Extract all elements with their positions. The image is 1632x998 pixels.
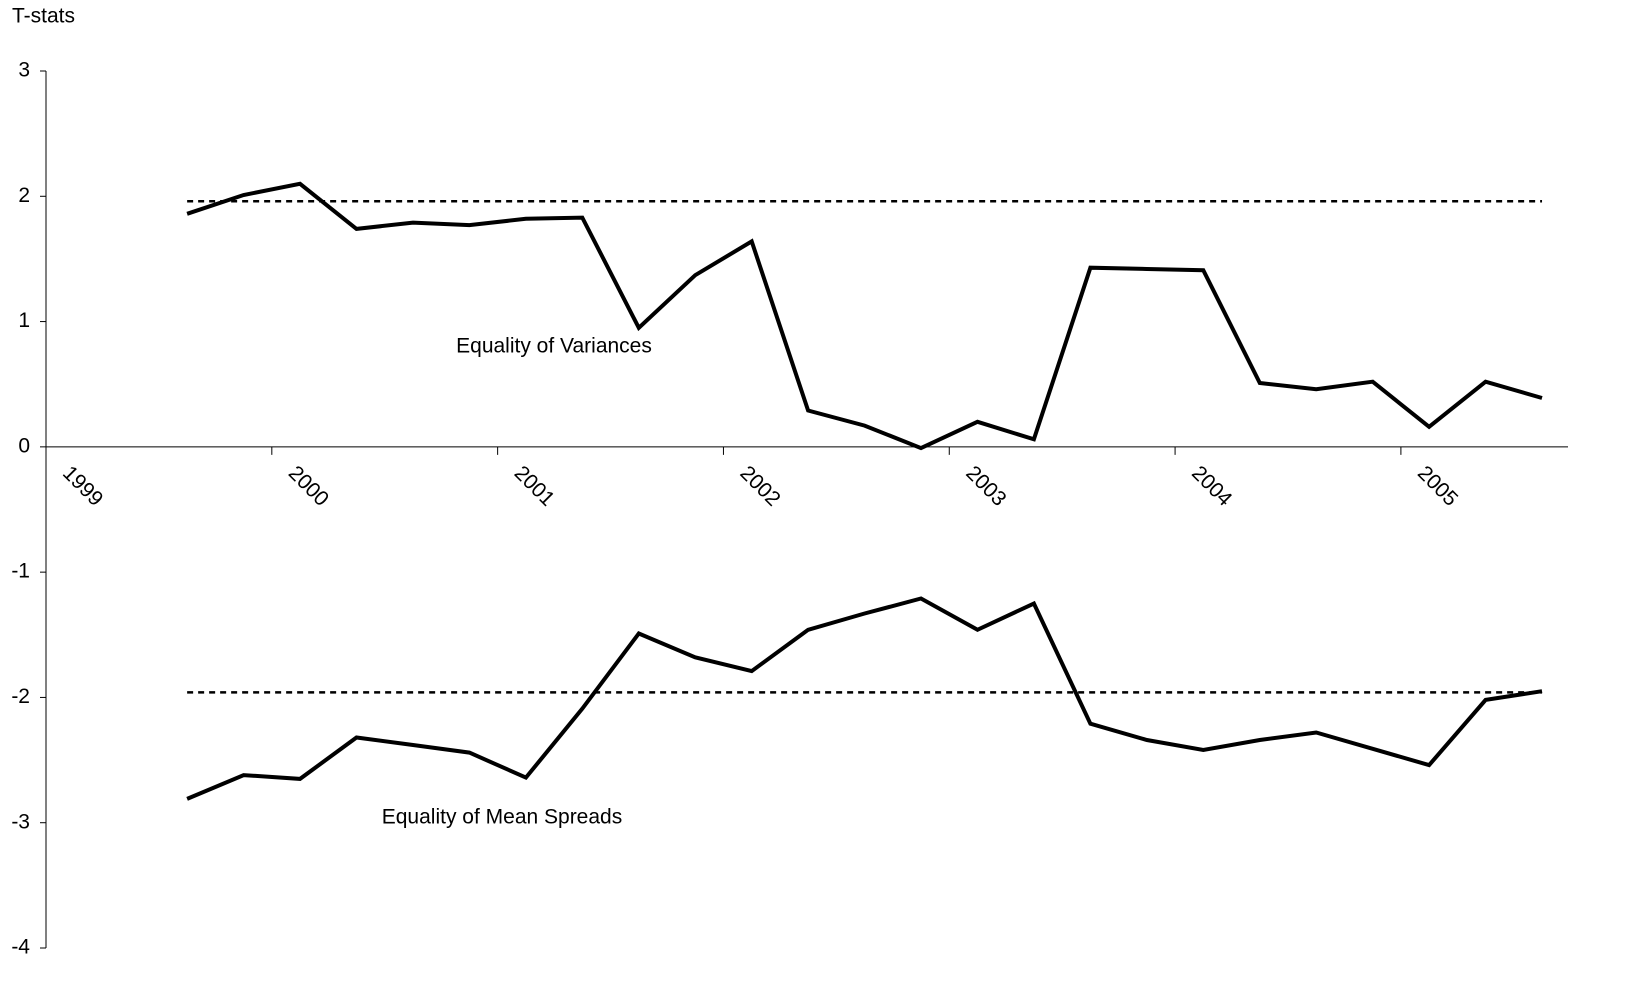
x-tick-label: 2000: [284, 462, 333, 511]
y-tick-label: -4: [11, 936, 30, 959]
x-tick-label: 2003: [961, 462, 1010, 511]
x-tick-label: 2002: [735, 462, 784, 511]
x-tick-label: 2005: [1413, 462, 1462, 511]
series-label: Equality of Variances: [456, 335, 652, 358]
x-tick-label: 2004: [1187, 462, 1237, 512]
series-line: [186, 596, 1543, 801]
x-tick-label: 2001: [510, 462, 559, 511]
y-tick-label: 3: [18, 59, 30, 82]
y-tick-label: 2: [18, 184, 30, 207]
y-axis-label: T-stats: [12, 5, 75, 28]
y-tick-label: 0: [18, 434, 30, 457]
y-tick-label: -1: [11, 560, 30, 583]
y-tick-label: -3: [11, 810, 30, 833]
series-line: [186, 181, 1543, 451]
y-tick-label: 1: [18, 309, 30, 332]
series-label: Equality of Mean Spreads: [382, 806, 622, 829]
x-tick-label: 1999: [58, 462, 107, 511]
y-tick-label: -2: [11, 685, 30, 708]
